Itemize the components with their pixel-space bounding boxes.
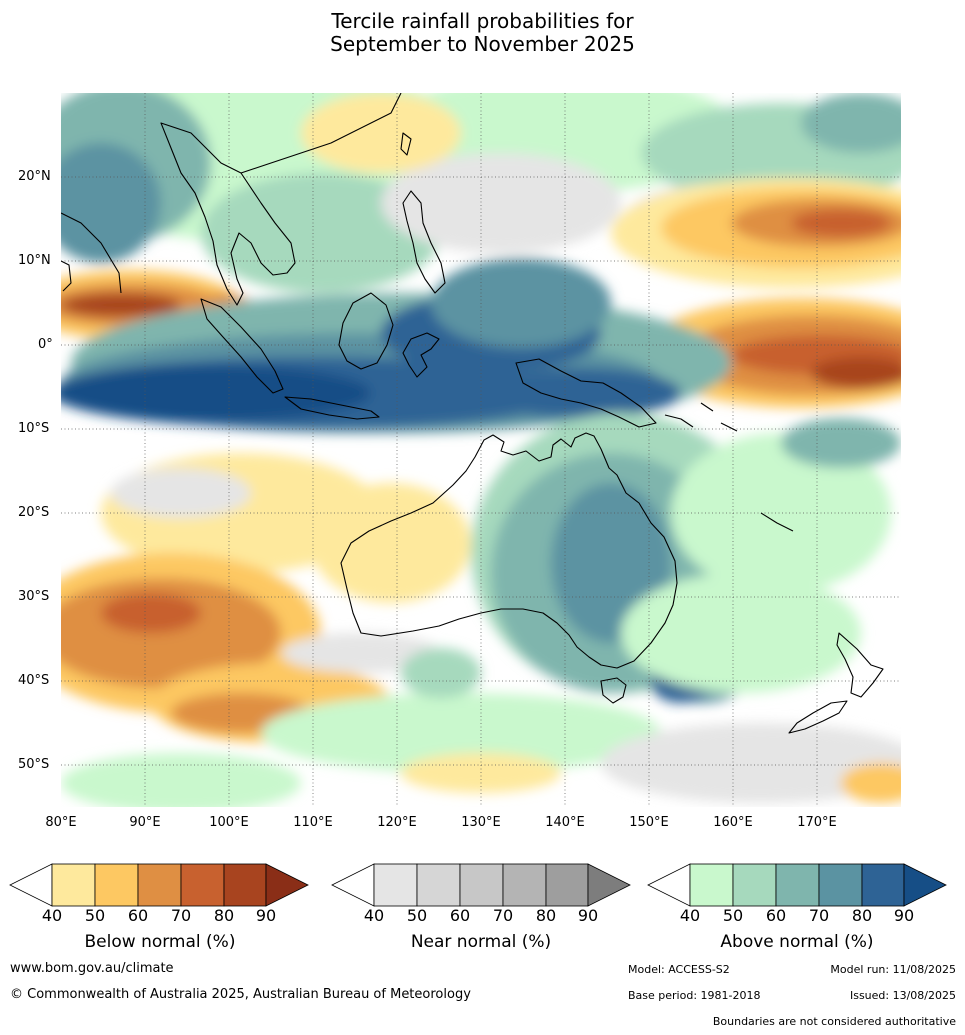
near-cb-swatch-5 [545, 863, 589, 907]
model-run-date: Model run: 11/08/2025 [830, 963, 956, 976]
model-name: Model: ACCESS-S2 [628, 963, 730, 976]
above-cb-tick: 50 [722, 906, 744, 925]
near-normal-label: Near normal (%) [410, 932, 552, 952]
issued-date: Issued: 13/08/2025 [849, 989, 956, 1002]
below-cb-tick: 90 [255, 906, 277, 925]
tasmania-coastline [600, 677, 627, 704]
se-asia-coastline [160, 122, 296, 306]
below-cb-swatch-2 [94, 863, 139, 907]
base-period: Base period: 1981-2018 [628, 989, 761, 1002]
boundaries-disclaimer: Boundaries are not considered authoritat… [712, 1015, 956, 1028]
above-cb-tick: 60 [765, 906, 787, 925]
map-canvas [61, 93, 901, 807]
above-cb-tick: 90 [893, 906, 915, 925]
nz-north-coastline [836, 632, 884, 698]
title-line-2: September to November 2025 [330, 32, 635, 56]
india-coastline [61, 212, 122, 294]
lon-tick-90e: 90°E [129, 815, 161, 830]
above-cb-swatch-1 [689, 863, 734, 907]
borneo-coastline [338, 292, 394, 370]
below-cb-tick: 60 [127, 906, 149, 925]
above-cb-swatch-3 [775, 863, 820, 907]
lon-tick-120e: 120°E [377, 815, 417, 830]
lon-tick-150e: 150°E [629, 815, 669, 830]
lon-tick-130e: 130°E [461, 815, 501, 830]
below-normal-label: Below normal (%) [84, 932, 236, 952]
pacific-islands-coastline [664, 402, 794, 532]
taiwan-coastline [400, 132, 412, 156]
above-cb-tick: 70 [808, 906, 830, 925]
above-cb-swatch-6 [903, 863, 947, 907]
below-normal-colorbar [9, 863, 309, 907]
below-cb-swatch-6 [265, 863, 309, 907]
lat-tick-10n: 10°N [18, 253, 51, 268]
lon-tick-110e: 110°E [293, 815, 333, 830]
title-line-1: Tercile rainfall probabilities for [331, 9, 634, 33]
coastlines [61, 93, 884, 734]
below-cb-tick: 80 [213, 906, 235, 925]
map-title: Tercile rainfall probabilities for Septe… [0, 10, 965, 56]
near-cb-swatch-1 [373, 863, 418, 907]
website-link[interactable]: www.bom.gov.au/climate [10, 961, 174, 976]
above-cb-swatch-5 [861, 863, 905, 907]
sumatra-coastline [200, 298, 284, 394]
lat-tick-30s: 30°S [18, 589, 50, 604]
australia-coastline [340, 432, 678, 669]
lat-tick-20s: 20°S [18, 505, 50, 520]
lat-tick-40s: 40°S [18, 673, 50, 688]
near-cb-tick: 60 [449, 906, 471, 925]
graticule [61, 93, 901, 807]
lat-tick-0: 0° [38, 337, 53, 352]
below-cb-tick: 70 [170, 906, 192, 925]
sulawesi-coastline [402, 332, 440, 378]
near-cb-tick: 90 [577, 906, 599, 925]
near-cb-swatch-0 [331, 863, 375, 907]
above-cb-tick: 80 [851, 906, 873, 925]
near-cb-swatch-6 [587, 863, 631, 907]
below-cb-swatch-3 [137, 863, 182, 907]
below-cb-swatch-0 [9, 863, 53, 907]
lon-tick-160e: 160°E [713, 815, 753, 830]
lat-tick-20n: 20°N [18, 169, 51, 184]
below-cb-swatch-5 [223, 863, 267, 907]
below-cb-swatch-1 [51, 863, 96, 907]
near-cb-tick: 40 [363, 906, 385, 925]
near-normal-colorbar [331, 863, 631, 907]
china-coastline [240, 93, 402, 174]
near-cb-swatch-4 [502, 863, 547, 907]
philippines-coastline [402, 190, 446, 294]
below-cb-tick: 40 [41, 906, 63, 925]
near-cb-tick: 70 [492, 906, 514, 925]
probability-shading [61, 93, 901, 807]
near-cb-tick: 80 [535, 906, 557, 925]
above-cb-swatch-4 [818, 863, 863, 907]
sri-lanka-coastline [61, 260, 72, 292]
java-coastline [284, 396, 380, 420]
above-cb-swatch-0 [647, 863, 691, 907]
copyright-text: © Commonwealth of Australia 2025, Austra… [10, 987, 471, 1002]
new-guinea-coastline [515, 358, 657, 428]
lon-tick-170e: 170°E [797, 815, 837, 830]
near-cb-swatch-2 [416, 863, 461, 907]
above-normal-label: Above normal (%) [720, 932, 874, 952]
lat-tick-50s: 50°S [18, 757, 50, 772]
above-normal-colorbar [647, 863, 947, 907]
nz-south-coastline [788, 700, 848, 734]
above-cb-swatch-2 [732, 863, 777, 907]
near-cb-tick: 50 [406, 906, 428, 925]
lon-tick-140e: 140°E [545, 815, 585, 830]
near-cb-swatch-3 [459, 863, 504, 907]
lon-tick-80e: 80°E [45, 815, 77, 830]
lat-tick-10s: 10°S [18, 421, 50, 436]
below-cb-tick: 50 [84, 906, 106, 925]
above-cb-tick: 40 [679, 906, 701, 925]
rainfall-probability-map [61, 93, 901, 807]
below-cb-swatch-4 [180, 863, 225, 907]
lon-tick-100e: 100°E [209, 815, 249, 830]
